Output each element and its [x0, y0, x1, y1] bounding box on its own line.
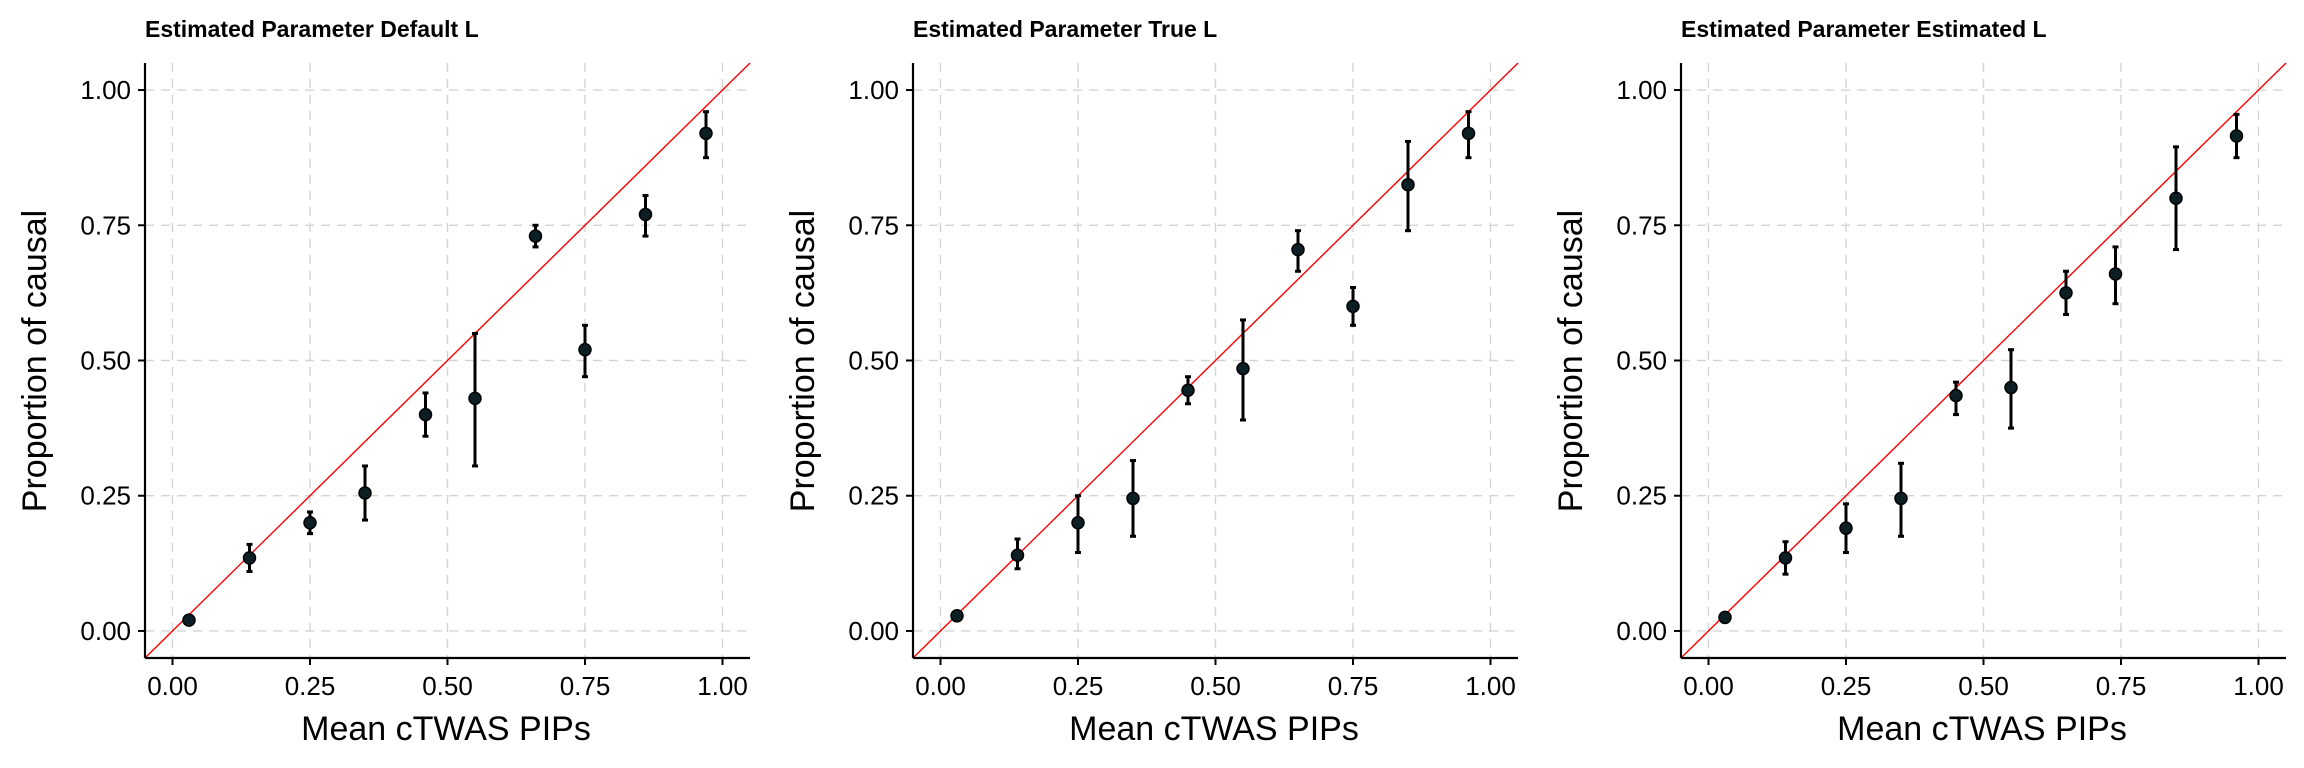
data-point: [1894, 491, 1908, 506]
data-point: [1010, 548, 1025, 562]
y-tick-label: 0.25: [848, 481, 899, 511]
x-axis-title: Mean cTWAS PIPs: [1837, 710, 2127, 748]
panel-title: Estimated Parameter Estimated L: [1681, 16, 2047, 42]
y-tick-label: 0.00: [848, 616, 899, 646]
x-tick-label: 0.25: [1821, 671, 1872, 701]
y-tick-label: 0.25: [1616, 481, 1667, 511]
data-point: [1461, 126, 1476, 141]
y-tick-label: 0.50: [848, 346, 899, 376]
x-tick-label: 0.00: [915, 671, 966, 701]
panel-title: Estimated Parameter True L: [913, 16, 1217, 42]
y-tick-label: 0.00: [80, 616, 131, 646]
x-tick-label: 1.00: [697, 671, 748, 701]
y-tick-label: 0.25: [80, 481, 131, 511]
data-point: [2229, 129, 2244, 143]
panel-estimated-l: Estimated Parameter Estimated L Proporti…: [1552, 16, 2287, 748]
x-tick-label: 0.00: [1683, 671, 1734, 701]
x-tick-label: 0.50: [422, 671, 473, 701]
x-tick-label: 0.25: [1053, 671, 1104, 701]
data-point: [1401, 177, 1415, 192]
data-point: [2169, 191, 2183, 205]
panel-default-l: Estimated Parameter Default L Proportion…: [16, 16, 751, 748]
data-point: [1291, 242, 1305, 257]
data-point: [1236, 361, 1250, 376]
y-tick-label: 0.75: [80, 210, 131, 240]
data-point: [418, 407, 433, 422]
data-point: [578, 342, 592, 357]
x-tick-label: 0.75: [560, 671, 611, 701]
data-point: [1718, 610, 1732, 625]
y-axis-title: Proportion of causal: [16, 210, 54, 512]
data-point: [1949, 388, 1963, 403]
data-point: [1071, 516, 1085, 530]
data-point: [2004, 380, 2018, 395]
panel-title: Estimated Parameter Default L: [145, 16, 479, 42]
data-point: [1126, 491, 1140, 506]
data-point: [2059, 286, 2073, 300]
data-point: [242, 551, 257, 565]
data-point: [1346, 299, 1360, 314]
data-point: [1839, 521, 1853, 535]
data-point: [2108, 267, 2123, 281]
data-point: [182, 613, 196, 627]
y-tick-label: 0.00: [1616, 616, 1667, 646]
data-point: [303, 516, 317, 530]
panel-true-l: Estimated Parameter True L Proportion of…: [784, 16, 1519, 748]
x-axis-title: Mean cTWAS PIPs: [1069, 710, 1359, 748]
data-point: [950, 609, 964, 623]
x-tick-label: 1.00: [1465, 671, 1516, 701]
y-tick-label: 0.50: [1616, 346, 1667, 376]
y-tick-label: 0.50: [80, 346, 131, 376]
x-tick-label: 0.75: [2096, 671, 2147, 701]
y-tick-label: 1.00: [848, 75, 899, 105]
data-point: [468, 391, 482, 406]
data-point: [1181, 383, 1195, 397]
y-axis-title: Proportion of causal: [1552, 210, 1590, 512]
y-tick-label: 1.00: [80, 75, 131, 105]
x-tick-label: 0.75: [1328, 671, 1379, 701]
data-point: [638, 207, 653, 222]
data-point: [1778, 551, 1793, 565]
x-tick-label: 0.50: [1190, 671, 1241, 701]
y-tick-label: 0.75: [848, 210, 899, 240]
data-point: [358, 486, 372, 500]
x-axis-title: Mean cTWAS PIPs: [301, 710, 591, 748]
x-tick-label: 1.00: [2233, 671, 2284, 701]
y-axis-title: Proportion of causal: [784, 210, 822, 512]
y-tick-label: 0.75: [1616, 210, 1667, 240]
data-point: [528, 229, 543, 243]
data-point: [699, 126, 713, 141]
x-tick-label: 0.25: [285, 671, 336, 701]
y-tick-label: 1.00: [1616, 75, 1667, 105]
x-tick-label: 0.00: [147, 671, 198, 701]
x-tick-label: 0.50: [1958, 671, 2009, 701]
